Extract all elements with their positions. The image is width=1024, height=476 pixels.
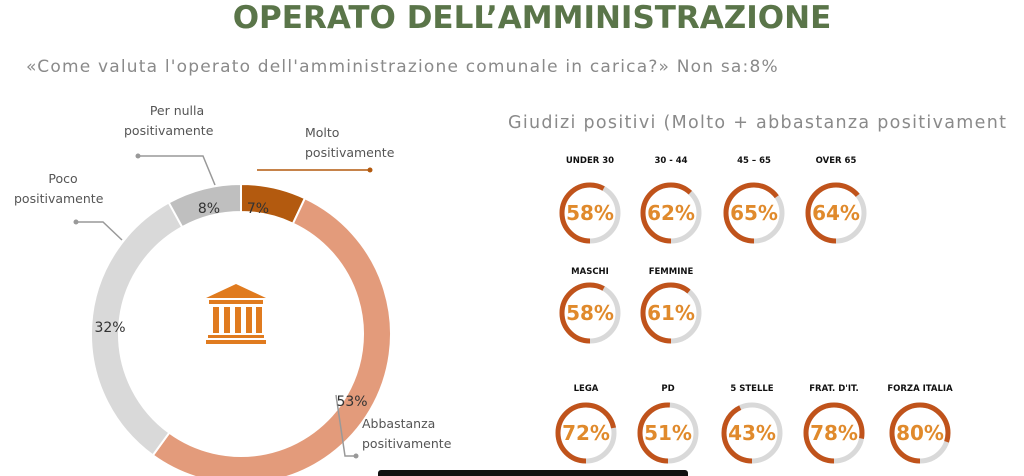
legend-label-per-nulla: Per nulla positivamente	[124, 101, 213, 141]
gauge-femmine: 61%	[640, 282, 702, 344]
gauge-over-65: 64%	[805, 182, 867, 244]
gauge-label: 5 STELLE	[730, 384, 774, 394]
bottom-bar	[378, 470, 688, 476]
gauge-pd: 51%	[637, 402, 699, 464]
gauge-arc	[723, 182, 785, 244]
legend-label-molto-line1: Molto	[305, 125, 340, 140]
gauge-label: 30 - 44	[654, 156, 688, 166]
gauge-arc	[640, 182, 702, 244]
leader-dot-per-nulla	[135, 153, 141, 159]
legend-label-molto-line2: positivamente	[305, 145, 395, 160]
leader-dot-abbastanza	[353, 453, 359, 459]
gauge-label: FRAT. D'IT.	[809, 384, 859, 394]
gauge-lega: 72%	[555, 402, 617, 464]
leader-dot-molto	[367, 167, 373, 173]
slice-label-abbastanza: 53%	[336, 394, 367, 410]
gauge-value: 78%	[810, 421, 858, 445]
gauge-arc	[803, 402, 865, 464]
leader-dot-poco	[73, 219, 79, 225]
slice-label-poco: 32%	[94, 320, 125, 336]
gauge-value: 62%	[647, 201, 695, 225]
gauge-5-stelle: 43%	[721, 402, 783, 464]
gauge-label: OVER 65	[815, 156, 857, 166]
gauge-value: 65%	[730, 201, 778, 225]
gauge-arc	[555, 402, 617, 464]
gauge-value: 51%	[644, 421, 692, 445]
gauge-label: 45 – 65	[737, 156, 771, 166]
gauge-arc	[559, 182, 621, 244]
legend-label-abbastanza: Abbastanza positivamente	[362, 414, 451, 454]
gauge-label: FEMMINE	[648, 267, 694, 277]
slice-label-molto: 7%	[247, 201, 269, 217]
donut-slice-per-nulla	[167, 182, 242, 229]
gauge-label: MASCHI	[571, 267, 609, 277]
gauge-arc	[637, 402, 699, 464]
gauge-value: 80%	[896, 421, 944, 445]
positive-judgements-title: Giudizi positivi (Molto + abbastanza pos…	[508, 113, 1008, 133]
gauge-arc	[640, 282, 702, 344]
legend-label-per-nulla-line2: positivamente	[124, 123, 214, 138]
legend-label-molto: Molto positivamente	[305, 123, 394, 163]
gauge-under-30: 58%	[559, 182, 621, 244]
gauge-value: 64%	[812, 201, 860, 225]
donut-slice-abbastanza	[151, 196, 392, 476]
gauge-arc	[559, 282, 621, 344]
gauge-label: UNDER 30	[565, 156, 615, 166]
leader-line-abbastanza	[335, 394, 356, 457]
gauge-value: 61%	[647, 301, 695, 325]
question-subtitle: «Come valuta l'operato dell'amministrazi…	[26, 57, 779, 77]
legend-label-abbastanza-line1: Abbastanza	[362, 416, 436, 431]
slice-label-per-nulla: 8%	[198, 201, 220, 217]
gauge-value: 58%	[566, 201, 614, 225]
gauge-maschi: 58%	[559, 282, 621, 344]
legend-label-poco: Poco positivamente	[14, 169, 104, 209]
gauge-30-44: 62%	[640, 182, 702, 244]
gauge-frat-d-it-: 78%	[803, 402, 865, 464]
gauge-value: 72%	[562, 421, 610, 445]
gauge-label: PD	[661, 384, 675, 394]
leader-line-per-nulla	[138, 155, 216, 186]
leader-line-poco	[76, 221, 123, 241]
leader-dot-abbastanza-top	[347, 397, 353, 403]
page-title: OPERATO DELL’AMMINISTRAZIONE	[232, 0, 832, 36]
gauge-label: FORZA ITALIA	[887, 384, 953, 394]
gauge-forza-italia: 80%	[889, 402, 951, 464]
building-columns-icon	[206, 284, 266, 344]
legend-label-poco-line1: Poco	[48, 171, 78, 186]
gauge-arc	[805, 182, 867, 244]
gauge-value: 43%	[728, 421, 776, 445]
gauge-arc	[889, 402, 951, 464]
gauge-label: LEGA	[573, 384, 599, 394]
gauge-45-65: 65%	[723, 182, 785, 244]
gauge-arc	[721, 402, 783, 464]
gauge-value: 58%	[566, 301, 614, 325]
legend-label-per-nulla-line1: Per nulla	[149, 103, 205, 118]
legend-label-abbastanza-line2: positivamente	[362, 436, 452, 451]
legend-label-poco-line2: positivamente	[14, 191, 104, 206]
